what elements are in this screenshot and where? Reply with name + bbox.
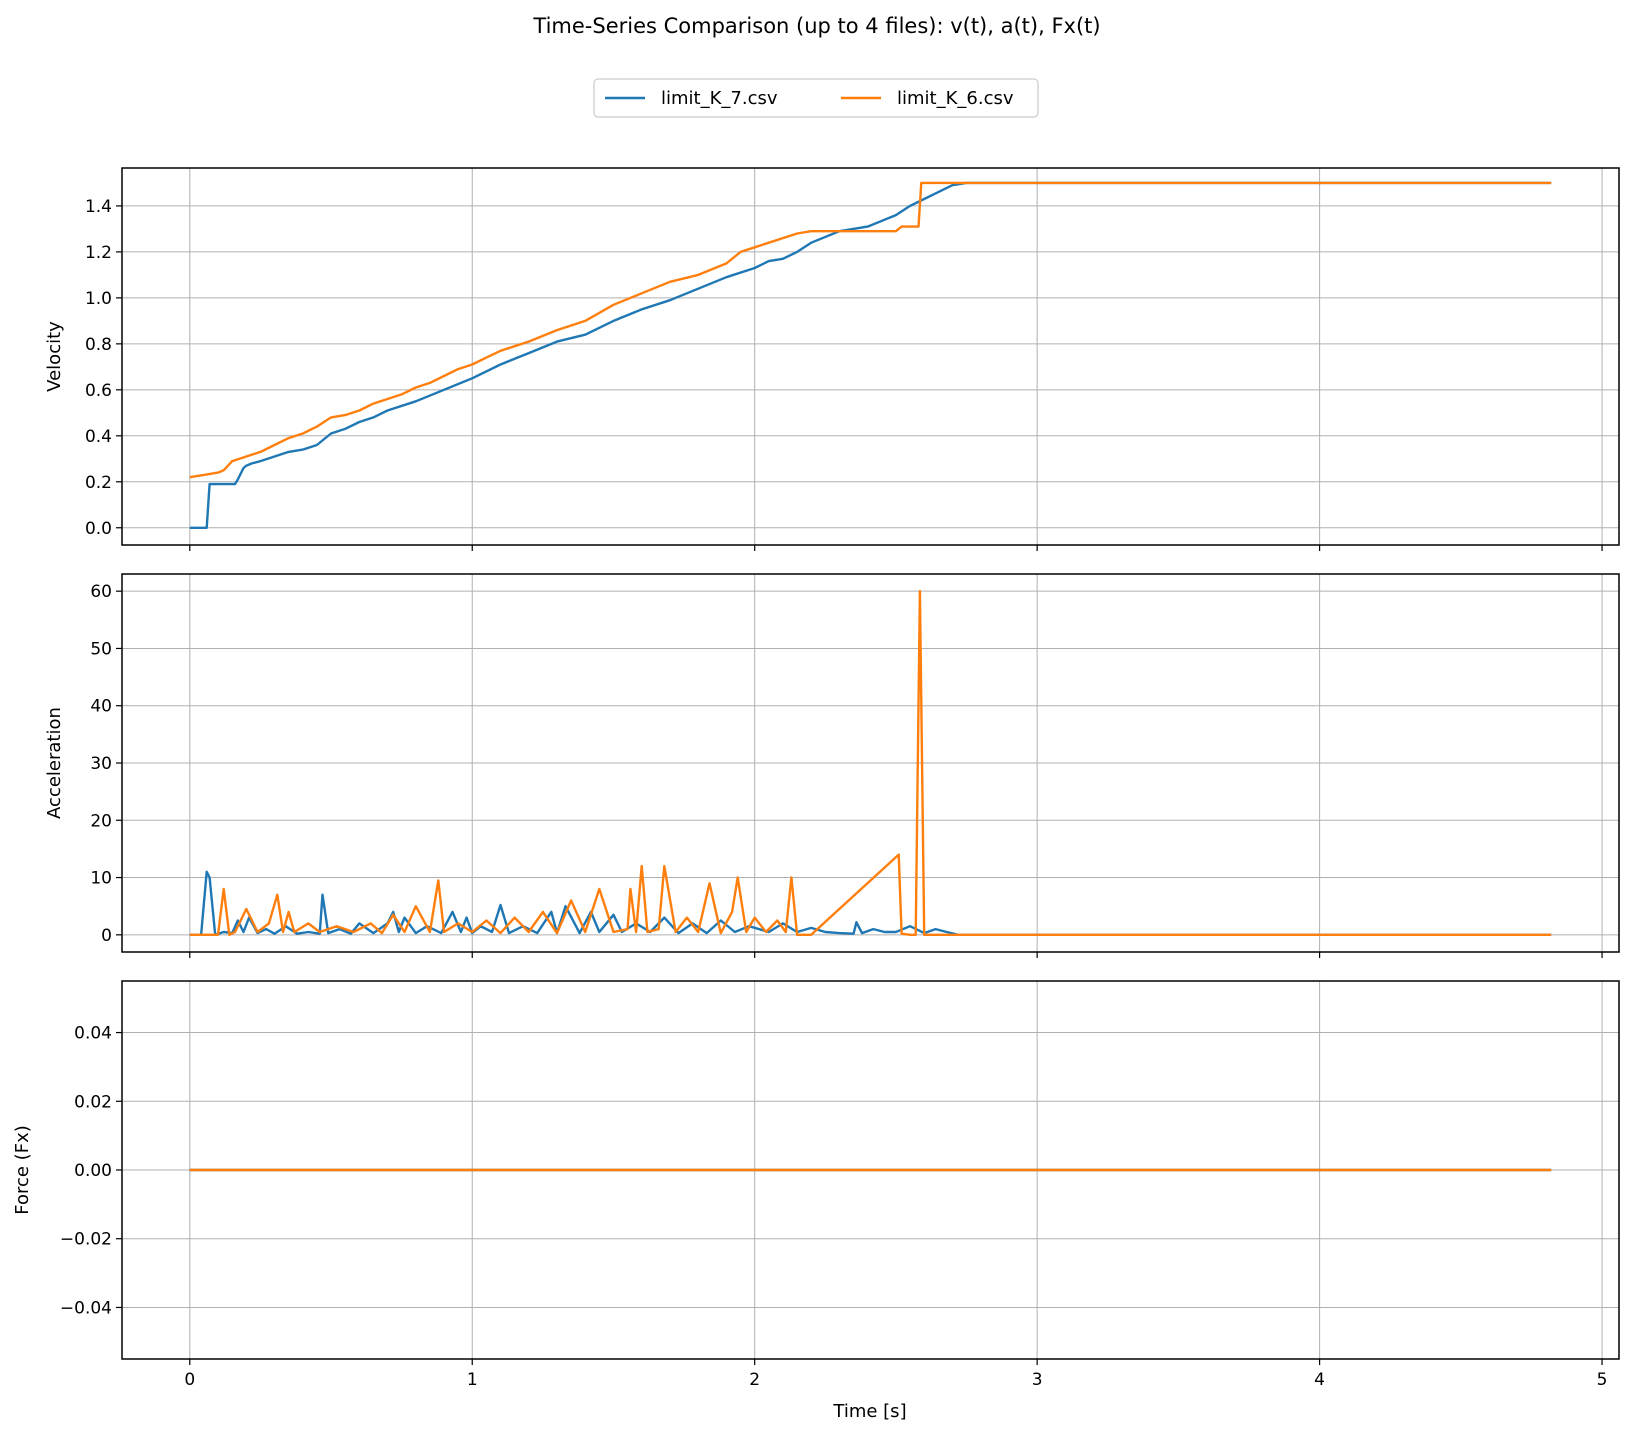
acceleration-y-tick-label-4: 40 bbox=[90, 697, 112, 717]
x-tick-label-1: 1 bbox=[467, 1370, 478, 1390]
acceleration-y-tick-label-0: 0 bbox=[101, 926, 112, 946]
velocity-grid bbox=[122, 168, 1619, 545]
x-tick-label-4: 4 bbox=[1314, 1370, 1325, 1390]
velocity-y-tick-label-5: 1.0 bbox=[85, 289, 112, 309]
velocity-panel: 0.0 0.2 0.4 0.6 0.8 1.0 1.2 1.4 Velocity bbox=[44, 167, 1620, 551]
velocity-y-tick-label-0: 0.0 bbox=[85, 519, 112, 539]
force-y-tick-label-1: −0.02 bbox=[60, 1230, 112, 1250]
velocity-y-tick-label-4: 0.8 bbox=[85, 335, 112, 355]
acceleration-line-limit-k-6-csv bbox=[189, 590, 1552, 936]
velocity-y-tick-label-1: 0.2 bbox=[85, 473, 112, 493]
velocity-y-tick-label-3: 0.6 bbox=[85, 381, 112, 401]
velocity-series bbox=[189, 181, 1552, 529]
acceleration-panel: 0 10 20 30 40 50 60 Acceleration bbox=[44, 573, 1620, 958]
legend-label-1: limit_K_6.csv bbox=[897, 88, 1014, 109]
acceleration-y-axis-label: Acceleration bbox=[44, 707, 65, 819]
x-tick-label-3: 3 bbox=[1032, 1370, 1043, 1390]
x-tick-label-5: 5 bbox=[1597, 1370, 1608, 1390]
velocity-line-limit-k-7-csv bbox=[189, 181, 1552, 529]
velocity-y-tick-label-6: 1.2 bbox=[85, 243, 112, 263]
velocity-line-limit-k-6-csv bbox=[189, 181, 1552, 479]
velocity-y-tick-label-7: 1.4 bbox=[85, 197, 112, 217]
force-y-tick-label-3: 0.02 bbox=[74, 1092, 112, 1112]
acceleration-y-tick-label-5: 50 bbox=[90, 639, 112, 659]
force-panel: 0 1 2 3 4 5 −0.04 −0.02 0.00 0.02 0.04 Force (Fx) bbox=[12, 980, 1620, 1390]
force-y-tick-label-0: −0.04 bbox=[60, 1298, 112, 1318]
velocity-y-axis-label: Velocity bbox=[44, 321, 65, 392]
acceleration-grid bbox=[122, 574, 1619, 952]
force-y-axis-label: Force (Fx) bbox=[12, 1125, 33, 1214]
legend-label-0: limit_K_7.csv bbox=[661, 88, 778, 109]
acceleration-y-tick-label-2: 20 bbox=[90, 811, 112, 831]
force-y-tick-label-4: 0.04 bbox=[74, 1024, 112, 1044]
legend: limit_K_7.csv limit_K_6.csv bbox=[593, 78, 1039, 118]
x-axis-label: Time [s] bbox=[832, 1401, 906, 1422]
velocity-y-tick-label-2: 0.4 bbox=[85, 427, 112, 447]
chart-title: Time-Series Comparison (up to 4 files): … bbox=[532, 14, 1100, 38]
acceleration-y-tick-label-3: 30 bbox=[90, 754, 112, 774]
acceleration-y-tick-label-6: 60 bbox=[90, 582, 112, 602]
force-y-tick-label-2: 0.00 bbox=[74, 1161, 112, 1181]
legend-box bbox=[593, 78, 1039, 118]
x-tick-label-2: 2 bbox=[749, 1370, 760, 1390]
acceleration-y-tick-label-1: 10 bbox=[90, 869, 112, 889]
x-tick-label-0: 0 bbox=[184, 1370, 195, 1390]
acceleration-series bbox=[189, 590, 1552, 936]
velocity-frame bbox=[121, 167, 1620, 546]
